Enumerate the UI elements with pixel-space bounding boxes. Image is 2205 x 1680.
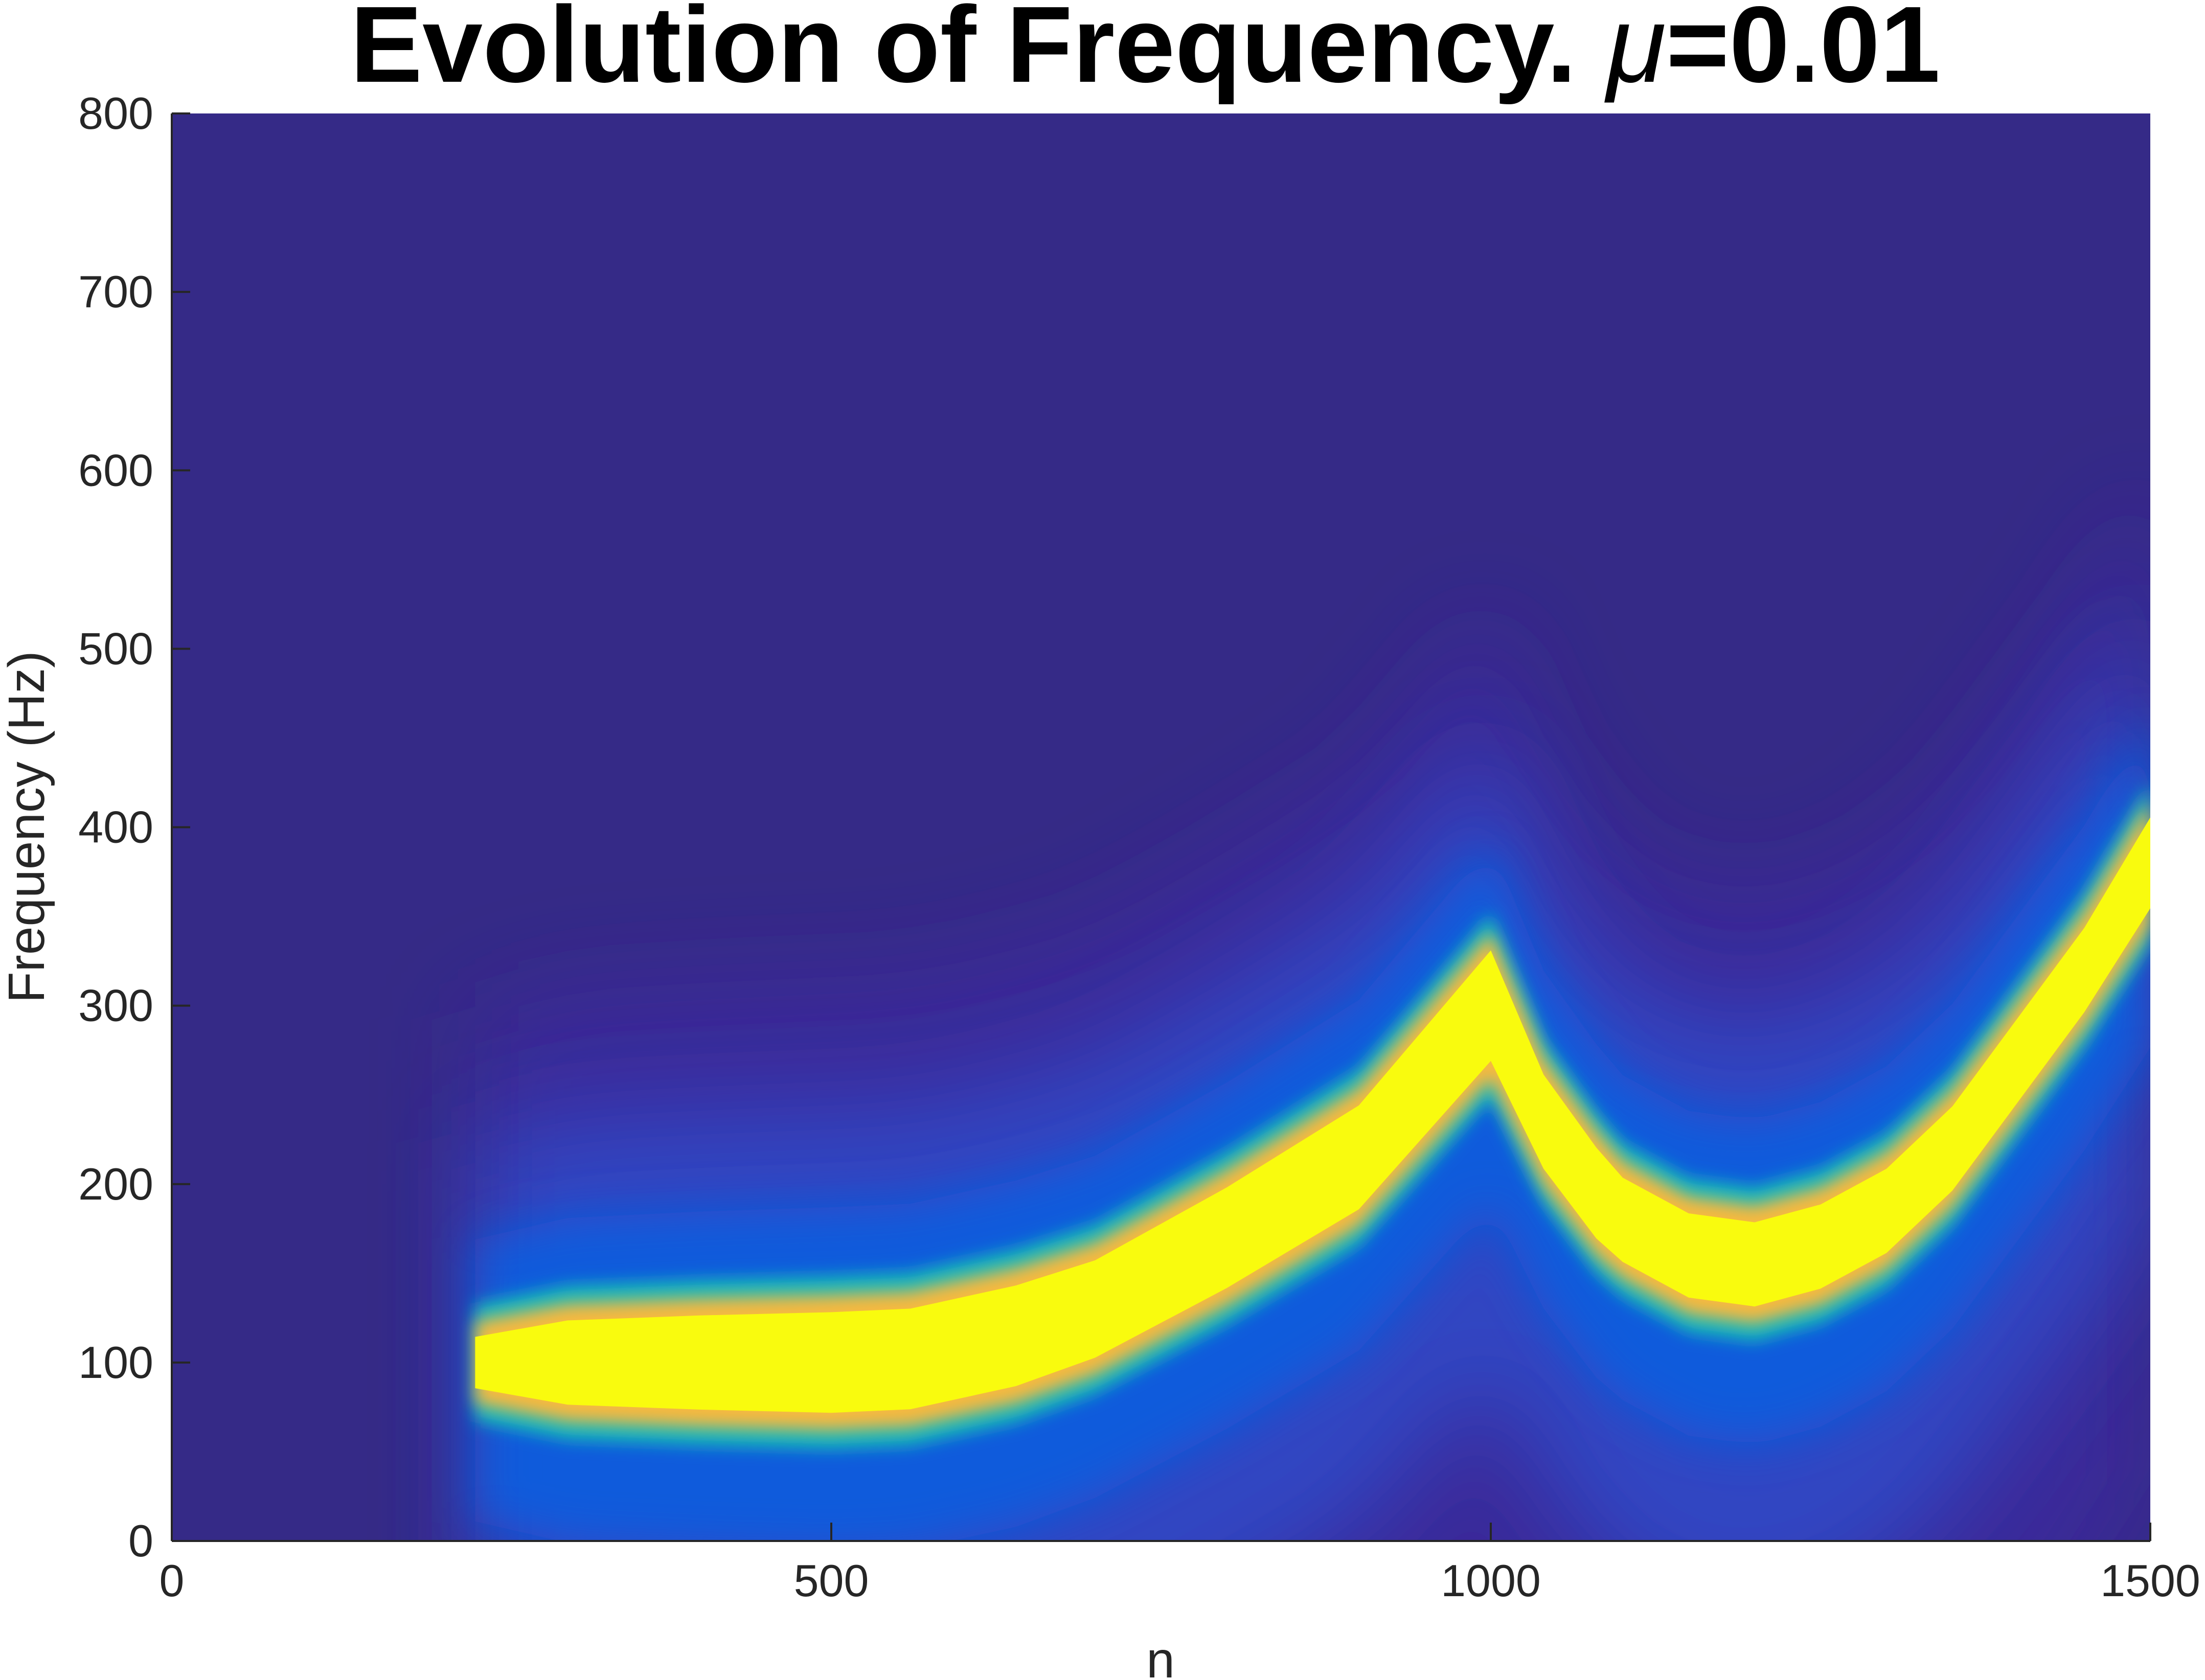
y-axis-label: Frequency (Hz) [0, 651, 55, 1003]
y-tick-label: 200 [78, 1159, 153, 1209]
y-tick-label: 300 [78, 980, 153, 1031]
y-tick-label: 600 [78, 445, 153, 495]
y-tick-label: 400 [78, 802, 153, 853]
y-tick-label: 500 [78, 623, 153, 674]
heat-band-peak [475, 817, 2150, 1413]
y-tick-label: 800 [78, 88, 153, 139]
y-tick-label: 100 [78, 1337, 153, 1388]
chart-title: Evolution of Frequency. μ=0.01 [350, 0, 1940, 105]
plot-area [172, 113, 2150, 1541]
y-tick-label: 700 [78, 266, 153, 317]
axes: 0 500 1000 1500 0 100 200 300 400 500 600 700 800 [78, 88, 2200, 1606]
x-tick-label: 0 [160, 1555, 185, 1606]
y-tick-label: 0 [128, 1515, 153, 1566]
x-axis-label: n [1146, 1631, 1175, 1680]
x-tick-label: 1500 [2100, 1555, 2200, 1606]
x-tick-label: 500 [794, 1555, 869, 1606]
x-tick-label: 1000 [1441, 1555, 1541, 1606]
heatmap-layers [475, 486, 2150, 1541]
